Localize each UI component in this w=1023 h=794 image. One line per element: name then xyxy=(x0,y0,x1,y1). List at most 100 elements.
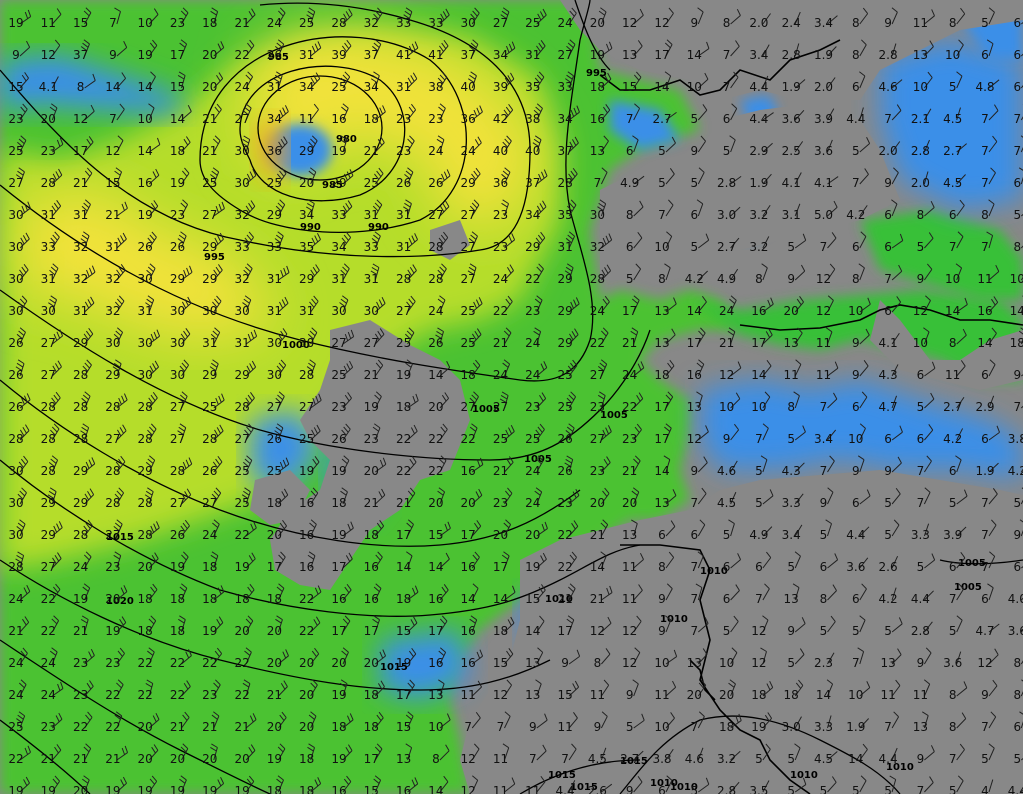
wind-barb-feather xyxy=(17,141,23,148)
wind-barb-feather xyxy=(372,74,379,80)
wind-barb-staff xyxy=(794,110,805,121)
wind-barb-feather xyxy=(380,136,385,143)
wind-barb-feather xyxy=(926,263,933,270)
wind-barb-feather xyxy=(56,331,61,339)
wind-speed-label: 30 xyxy=(8,528,23,542)
wind-barb-icon xyxy=(697,167,705,185)
wind-barb-staff xyxy=(536,139,542,153)
wind-barb-icon xyxy=(633,71,642,89)
wind-speed-label: 4.4 xyxy=(556,784,575,794)
wind-speed-label: 6 xyxy=(690,208,698,222)
wind-speed-label: 29 xyxy=(267,208,282,222)
wind-barb-staff xyxy=(213,208,225,217)
wind-speed-label: 20 xyxy=(267,624,282,638)
wind-barb-icon xyxy=(794,79,806,89)
wind-speed-label: 3.0 xyxy=(717,208,736,222)
wind-speed-label: 28 xyxy=(138,400,153,414)
wind-speed-label: 31 xyxy=(267,80,282,94)
wind-speed-label: 11 xyxy=(816,368,831,382)
wind-barb-staff xyxy=(762,173,772,185)
wind-barb-staff xyxy=(924,398,935,409)
wind-speed-label: 18 xyxy=(170,624,185,638)
wind-speed-label: 6 xyxy=(1013,176,1021,190)
wind-speed-label: 19 xyxy=(396,656,411,670)
wind-barb-icon xyxy=(827,361,839,377)
wind-barb-icon xyxy=(310,72,321,89)
wind-barb-staff xyxy=(536,398,547,409)
wind-speed-label: 5 xyxy=(852,144,860,158)
wind-barb-staff xyxy=(762,396,771,409)
wind-barb-feather xyxy=(277,10,284,17)
wind-speed-label: 18 xyxy=(364,528,379,542)
wind-speed-label: 15 xyxy=(428,528,443,542)
wind-speed-label: 23 xyxy=(590,400,605,414)
wind-barb-feather xyxy=(283,267,287,275)
coastline-baltic xyxy=(739,304,1023,331)
wind-barb-feather xyxy=(633,74,640,81)
wind-barb-feather xyxy=(213,269,218,276)
wind-barb-icon xyxy=(568,136,579,153)
wind-barb-feather xyxy=(311,237,316,245)
wind-speed-label: 20 xyxy=(41,112,56,126)
wind-speed-label: 2.8 xyxy=(911,624,930,638)
wind-speed-label: 15 xyxy=(364,784,379,794)
wind-speed-label: 4.1 xyxy=(39,80,58,94)
wind-speed-label: 25 xyxy=(234,496,249,510)
wind-barb-feather xyxy=(147,266,154,273)
wind-speed-label: 16 xyxy=(299,496,314,510)
wind-barb-feather xyxy=(604,267,609,274)
wind-barb-staff xyxy=(245,397,255,409)
wind-barb-feather xyxy=(112,366,120,372)
wind-barb-staff xyxy=(213,269,223,281)
wind-barb-icon xyxy=(278,105,289,121)
wind-barb-feather xyxy=(637,231,643,239)
wind-barb-feather xyxy=(379,328,385,335)
wind-barb-staff xyxy=(504,172,511,185)
wind-speed-label: 30 xyxy=(364,304,379,318)
wind-speed-label: 14 xyxy=(428,368,443,382)
wind-barb-staff xyxy=(19,238,30,249)
wind-speed-label: 8 xyxy=(949,720,957,734)
wind-speed-label: 28 xyxy=(428,272,443,286)
wind-speed-label: 37 xyxy=(73,48,88,62)
wind-speed-label: 19 xyxy=(170,560,185,574)
wind-speed-label: 8 xyxy=(852,48,860,62)
wind-speed-label: 20 xyxy=(299,656,314,670)
wind-barb-staff xyxy=(504,301,513,313)
wind-barb-feather xyxy=(116,327,123,333)
wind-barb-icon xyxy=(762,297,774,313)
wind-barb-feather xyxy=(730,295,737,301)
wind-barb-feather xyxy=(18,167,25,173)
wind-speed-label: 27 xyxy=(461,208,476,222)
wind-barb-staff xyxy=(827,77,836,89)
wind-barb-icon xyxy=(956,39,964,57)
wind-speed-label: 24 xyxy=(493,272,508,286)
land-north-peninsula xyxy=(870,300,1023,390)
wind-barb-feather xyxy=(54,39,61,46)
wind-speed-label: 4.0 xyxy=(1008,592,1023,606)
wind-barb-staff xyxy=(762,13,771,25)
wind-barb-feather xyxy=(80,430,87,435)
wind-speed-label: 17 xyxy=(557,624,572,638)
wind-barb-staff xyxy=(956,143,967,153)
wind-speed-label: 19 xyxy=(105,784,120,794)
wind-barb-feather xyxy=(114,170,121,176)
wind-speed-label: 20 xyxy=(170,752,185,766)
wind-barb-staff xyxy=(471,303,483,313)
wind-barb-staff xyxy=(956,75,963,89)
wind-barb-feather xyxy=(437,327,444,332)
wind-barb-icon xyxy=(500,7,510,25)
wind-speed-label: 21 xyxy=(493,336,508,350)
wind-barb-icon xyxy=(923,171,929,185)
wind-speed-label: 30 xyxy=(8,240,23,254)
wind-barb-icon xyxy=(436,135,445,153)
wind-barb-feather xyxy=(474,7,480,14)
wind-barb-staff xyxy=(665,111,677,121)
wind-speed-label: 20 xyxy=(590,496,605,510)
wind-barb-icon xyxy=(84,104,95,121)
wind-speed-label: 9 xyxy=(1013,528,1021,542)
wind-speed-label: 12 xyxy=(493,688,508,702)
wind-speed-label: 17 xyxy=(493,560,508,574)
wind-barb-feather xyxy=(280,138,286,146)
